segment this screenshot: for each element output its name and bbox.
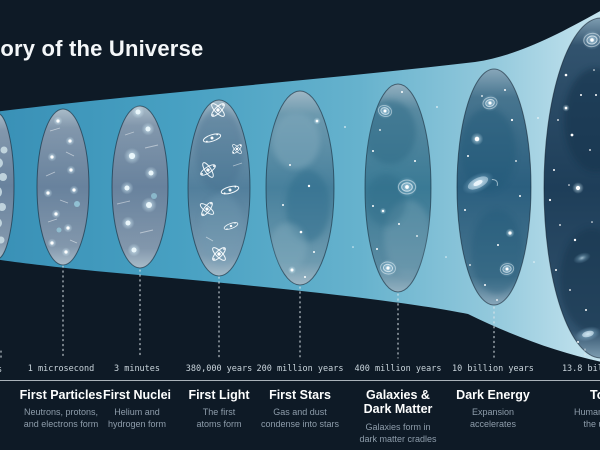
epoch-description: Neutrons, protons, and electrons form (23, 407, 99, 430)
galaxies-and-bright-stars (460, 89, 523, 301)
left-edge-time-fragment: s (0, 365, 2, 375)
time-label: 13.8 billion years (561, 364, 600, 374)
timeline-column-galaxies-dark-matter: 400 million years Galaxies & Dark Matter… (342, 364, 454, 446)
epoch-description: Helium and hydrogen form (107, 407, 167, 430)
epoch-ellipse-first-particles (36, 108, 90, 266)
epoch-description: Expansion accelerates (469, 407, 517, 430)
epoch-heading: First Light (188, 388, 250, 402)
epoch-heading: Galaxies & Dark Matter (363, 388, 433, 417)
timeline-column-first-light: 380,000 years First Light The first atom… (163, 364, 275, 431)
epoch-description: The first atoms form (196, 407, 242, 430)
time-label: 3 minutes (113, 364, 161, 374)
starfield (548, 27, 600, 343)
dotted-connectors (0, 265, 586, 359)
nuclei-dots (116, 105, 159, 257)
timeline-column-first-particles: 1 microsecond First Particles Neutrons, … (5, 364, 117, 431)
epoch-ellipse-first-light (187, 99, 251, 277)
timeline-divider (0, 380, 600, 381)
epoch-description: Gas and dust condense into stars (260, 407, 340, 430)
epoch-heading: First Stars (269, 388, 331, 402)
epoch-ellipse-dark-energy (456, 68, 532, 306)
epoch-ellipse-first-stars (265, 90, 335, 286)
spiral-galaxies (365, 91, 431, 292)
timeline-column-first-stars: 200 million years First Stars Gas and du… (244, 364, 356, 431)
epoch-description: Humans observe the universe (573, 407, 600, 430)
epoch-heading: First Nuclei (102, 388, 172, 402)
particle-dots (43, 116, 80, 257)
time-label: 1 microsecond (27, 364, 95, 374)
timeline-column-today: 13.8 billion years Today Humans observe … (552, 364, 600, 431)
time-label: 380,000 years (185, 364, 253, 374)
atom-symbols (197, 101, 244, 263)
epoch-ellipse-galaxies-dark-matter (364, 83, 432, 293)
timeline-column-dark-energy: 10 billion years Dark Energy Expansion a… (437, 364, 549, 431)
epoch-description: Galaxies form in dark matter cradles (359, 421, 437, 444)
timeline-column-first-nuclei: 3 minutes First Nuclei Helium and hydrog… (81, 364, 193, 431)
horn-surface-stars (344, 106, 539, 263)
epoch-ellipse-first-nuclei (111, 105, 169, 269)
page-title: History of the Universe (0, 36, 204, 61)
epoch-ellipse-today (543, 17, 600, 359)
epoch-heading: Dark Energy (456, 388, 530, 402)
epoch-heading: Today (590, 388, 600, 402)
time-label: 200 million years (256, 364, 344, 374)
time-label: 400 million years (354, 364, 442, 374)
time-label: 10 billion years (452, 364, 534, 374)
epoch-heading: First Particles (19, 388, 103, 402)
elliptical-galaxy (462, 172, 498, 194)
gas-clouds-and-stars (269, 113, 330, 278)
epoch-ellipse-left-edge (0, 113, 15, 259)
